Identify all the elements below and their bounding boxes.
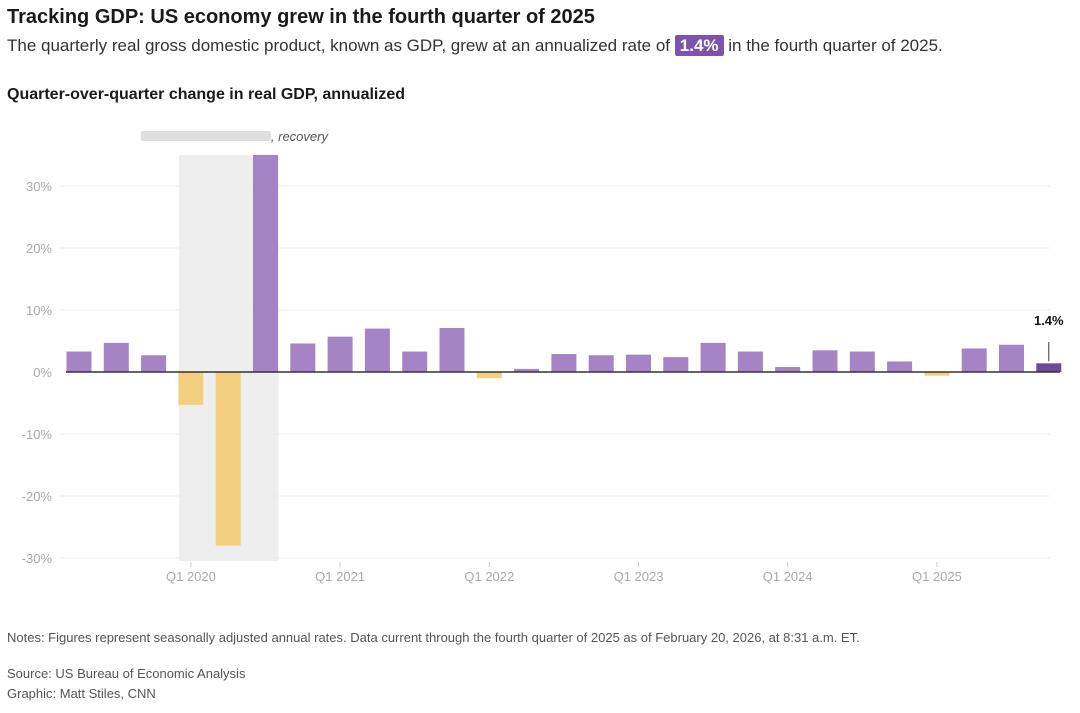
credit: Graphic: Matt Stiles, CNN: [7, 686, 156, 701]
subtitle: The quarterly real gross domestic produc…: [7, 35, 943, 56]
bar-q4-2023: [737, 351, 763, 372]
y-tick-label: -30%: [22, 551, 53, 566]
bar-q2-2019: [66, 351, 92, 372]
page-title: Tracking GDP: US economy grew in the fou…: [7, 6, 595, 28]
bar-q1-2025: [924, 372, 950, 376]
bar-q3-2025: [999, 344, 1024, 372]
bar-q3-2022: [551, 354, 577, 372]
bar-q1-2024: [775, 367, 801, 372]
x-tick-label: Q1 2024: [763, 569, 813, 584]
latest-value-label: 1.4%: [1034, 313, 1064, 328]
x-tick-label: Q1 2022: [464, 569, 514, 584]
bar-q3-2019: [103, 342, 129, 372]
y-tick-label: 30%: [26, 179, 52, 194]
bar-q2-2025: [961, 348, 987, 372]
bar-q1-2021: [327, 336, 353, 372]
highlight-badge: 1.4%: [674, 35, 724, 56]
bar-q3-2020: [253, 155, 278, 372]
y-tick-label: -20%: [22, 489, 53, 504]
bar-q1-2022: [476, 372, 502, 379]
notes: Notes: Figures represent seasonally adju…: [7, 630, 860, 645]
shade-annotation: , recovery: [271, 129, 330, 144]
bar-q4-2025: [1036, 363, 1062, 372]
bar-q3-2024: [849, 351, 875, 372]
subtitle-text-end: in the fourth quarter of 2025.: [723, 36, 943, 55]
chart-title: Quarter-over-quarter change in real GDP,…: [7, 86, 406, 103]
bar-q4-2021: [439, 327, 465, 372]
y-tick-label: 0%: [33, 365, 52, 380]
bar-q1-2020: [178, 372, 204, 405]
bar-q1-2023: [626, 354, 651, 372]
bar-q2-2021: [364, 328, 390, 372]
y-tick-label: 20%: [26, 241, 52, 256]
bar-chart: , recovery 30% 20% 10% 0% -10% -20% -30% Q1 2020…: [22, 129, 1064, 584]
bar-q2-2024: [812, 350, 838, 372]
x-tick-label: Q1 2023: [614, 569, 664, 584]
y-tick-label: 10%: [26, 303, 52, 318]
source: Source: US Bureau of Economic Analysis: [7, 666, 246, 681]
subtitle-text: The quarterly real gross domestic produc…: [7, 36, 675, 55]
x-tick-label: Q1 2025: [912, 569, 962, 584]
bar-q2-2023: [663, 357, 689, 372]
bar-q4-2019: [141, 355, 167, 372]
bar-q2-2022: [514, 368, 540, 372]
x-tick-label: Q1 2020: [166, 569, 216, 584]
x-tick-label: Q1 2021: [315, 569, 365, 584]
bar-q4-2022: [588, 355, 614, 372]
bar-q4-2024: [887, 361, 913, 372]
blurred-annotation: [140, 131, 271, 141]
bar-q3-2023: [700, 342, 726, 372]
bar-q4-2020: [290, 343, 316, 372]
bar-q3-2021: [402, 351, 428, 372]
bar-q2-2020: [215, 372, 241, 546]
y-tick-label: -10%: [22, 427, 53, 442]
